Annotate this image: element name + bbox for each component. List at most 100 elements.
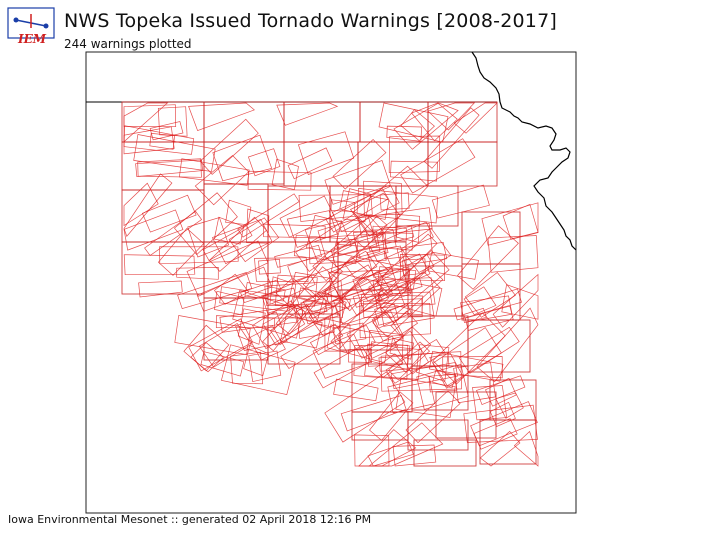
warning-polygon <box>428 350 504 382</box>
warning-polygon <box>470 401 538 447</box>
warning-polygon <box>324 160 391 205</box>
warning-polygon <box>501 284 539 320</box>
warning-polygon <box>396 214 421 243</box>
warning-polygon <box>243 345 270 377</box>
warning-polygon <box>330 233 389 268</box>
warning-polygon <box>176 267 219 280</box>
warning-polygon <box>400 138 476 194</box>
warning-polygon <box>295 213 367 272</box>
warning-polygon <box>225 199 252 226</box>
warning-polygon <box>353 344 409 380</box>
warning-polygon <box>279 195 335 238</box>
warning-polygon <box>252 300 306 350</box>
warning-polygon <box>395 377 456 418</box>
warning-polygon <box>240 279 282 304</box>
warning-polygon <box>427 102 476 131</box>
warning-polygon <box>215 315 276 329</box>
warning-polygon <box>230 351 264 385</box>
warning-polygon <box>123 254 196 276</box>
warning-polygon <box>298 194 373 222</box>
warning-polygon <box>453 362 496 404</box>
county-border <box>203 183 269 243</box>
warning-polygon <box>464 305 514 331</box>
warning-polygon <box>380 351 462 392</box>
warning-polygon <box>428 374 458 393</box>
warning-polygon <box>214 273 250 305</box>
warning-polygon <box>489 401 516 427</box>
warning-polygon <box>287 271 333 315</box>
warning-polygon <box>335 225 415 256</box>
warning-polygon <box>248 350 282 383</box>
warning-polygon <box>354 215 388 249</box>
warning-polygon <box>387 341 431 381</box>
warning-polygon <box>188 318 254 372</box>
warning-polygon <box>336 230 414 251</box>
warning-polygon <box>305 214 343 253</box>
iem-logo: IEM <box>7 7 55 46</box>
warning-polygon <box>485 377 517 407</box>
county-border <box>413 439 477 467</box>
warning-polygon <box>237 193 300 238</box>
warning-polygon <box>287 147 333 180</box>
warning-polygon <box>312 215 384 282</box>
warning-polygon <box>246 208 270 244</box>
warning-polygon <box>247 148 281 177</box>
warning-polygon <box>141 194 197 233</box>
map-frame <box>85 51 577 514</box>
warning-polygon <box>280 323 344 369</box>
warning-polygon <box>123 126 175 155</box>
warning-polygon <box>174 315 251 356</box>
footer-credit: Iowa Environmental Mesonet :: generated … <box>8 513 372 526</box>
warning-polygon <box>304 220 352 263</box>
warning-polygon <box>346 312 404 359</box>
warning-polygon <box>219 305 298 333</box>
warning-polygon <box>305 288 343 319</box>
warning-polygon <box>453 102 498 134</box>
warning-polygon <box>374 303 399 326</box>
warning-polygon <box>232 289 304 339</box>
warning-polygon <box>368 422 444 467</box>
warning-polygon <box>378 102 449 143</box>
warning-polygon <box>476 307 539 383</box>
warning-polygon <box>385 339 446 384</box>
warning-polygon <box>183 324 230 372</box>
warning-polygon <box>324 318 351 352</box>
warning-polygon <box>366 245 408 278</box>
warning-polygon <box>133 134 216 172</box>
warning-polygon <box>247 170 312 191</box>
warning-polygon <box>123 102 169 143</box>
warning-polygon <box>431 184 490 219</box>
warning-polygon <box>369 391 414 441</box>
warning-polygon <box>254 257 309 282</box>
warning-polygon <box>262 295 344 319</box>
warning-polygon <box>213 216 245 245</box>
warning-polygon <box>356 188 438 224</box>
warning-polygon <box>264 280 344 306</box>
warning-polygon-layer <box>123 102 539 467</box>
warning-polygon <box>332 279 406 326</box>
warning-polygon <box>352 165 429 239</box>
warning-polygon <box>390 310 419 336</box>
warning-polygon <box>373 303 412 329</box>
warning-polygon <box>458 326 520 374</box>
warning-polygon <box>330 290 390 350</box>
warning-polygon <box>263 223 326 239</box>
warning-polygon <box>358 302 431 339</box>
logo-text: IEM <box>17 32 47 46</box>
warning-polygon <box>513 430 539 467</box>
county-border <box>427 141 498 187</box>
warning-polygon <box>159 246 239 265</box>
warning-polygon <box>401 227 452 273</box>
warning-polygon <box>198 323 252 368</box>
warning-polygon <box>279 315 323 349</box>
warning-polygon <box>405 390 461 444</box>
warning-polygon <box>202 225 253 261</box>
warning-polygon <box>333 378 379 402</box>
warning-polygon <box>369 221 434 263</box>
warning-polygon <box>313 345 372 389</box>
warning-polygon <box>228 217 280 263</box>
warning-polygon <box>429 353 464 389</box>
warning-polygon <box>212 134 273 182</box>
warning-polygon <box>358 207 433 237</box>
warning-polygon <box>149 133 175 150</box>
